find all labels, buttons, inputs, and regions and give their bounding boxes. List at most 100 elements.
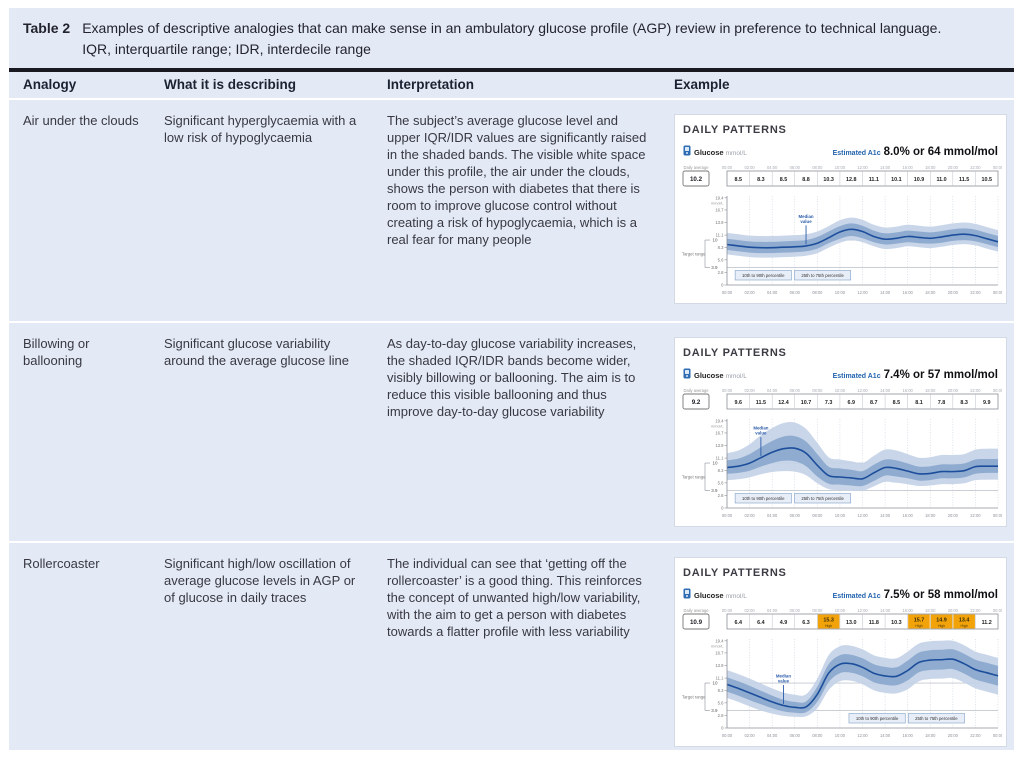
- describing-cell: Significant high/low oscillation of aver…: [164, 556, 356, 605]
- chart-text: 11.1: [716, 233, 725, 238]
- chart-text: Median: [753, 426, 768, 431]
- interpretation-cell: The individual can see that ‘getting off…: [387, 556, 642, 639]
- chart-text: 20:00: [948, 608, 959, 613]
- chart-text: Median: [798, 214, 813, 219]
- chart-text: 00:00: [722, 733, 733, 738]
- agp-block-value: 12.8: [846, 177, 857, 183]
- estimated-a1c-label: Estimated A1c: [832, 593, 881, 600]
- column-header-analogy: Analogy: [23, 77, 77, 92]
- chart-text: 00:00: [993, 388, 1002, 393]
- agp-legend-box: [794, 493, 852, 504]
- chart-text: 11.1: [716, 456, 725, 461]
- agp-block-value: 8.7: [870, 400, 878, 406]
- chart-text: 10:00: [835, 290, 846, 295]
- chart-text: 12:00: [857, 165, 868, 170]
- estimated-a1c-label: Estimated A1c: [832, 150, 881, 157]
- agp-high-flag: High: [915, 624, 922, 628]
- glucose-meter-icon: [683, 143, 691, 160]
- agp-daily-average-value: 10.9: [690, 619, 703, 626]
- describing-cell: Significant glucose variability around t…: [164, 336, 350, 368]
- chart-text: 00:00: [722, 388, 733, 393]
- agp-legend-label: 10th to 90th percentile: [742, 273, 785, 278]
- chart-text: Median: [776, 674, 791, 679]
- agp-legend: 10th to 90th percentile 25th to 75th perc…: [734, 270, 852, 281]
- chart-text: value: [778, 679, 790, 684]
- agp-legend-label: 25th to 75th percentile: [801, 273, 844, 278]
- chart-text: 10:00: [835, 608, 846, 613]
- agp-legend-label: 10th to 90th percentile: [742, 496, 785, 501]
- chart-text: 5.6: [718, 480, 724, 485]
- chart-text: 0: [721, 506, 724, 511]
- agp-high-flag: High: [938, 624, 945, 628]
- agp-example-chart: DAILY PATTERNS Glucose mmol/L Estimated A1c…: [674, 557, 1007, 747]
- agp-median-line: [726, 658, 999, 709]
- table-caption: Table 2 Examples of descriptive analogie…: [9, 8, 1014, 68]
- agp-y-axis-unit: mmol/L: [711, 424, 723, 428]
- chart-text: 22:00: [970, 608, 981, 613]
- chart-text: 02:00: [744, 290, 755, 295]
- table-header-row: Analogy What it is describing Interpreta…: [9, 72, 1014, 100]
- chart-text: 14:00: [880, 733, 891, 738]
- estimated-a1c-value: 7.4% or 57 mmol/mol: [883, 369, 998, 381]
- estimated-a1c-value: 7.5% or 58 mmol/mol: [883, 589, 998, 601]
- agp-block-value: 7.3: [825, 400, 833, 406]
- chart-text: 19.4: [715, 195, 724, 200]
- agp-block-value: 10.3: [891, 620, 902, 626]
- chart-text: 06:00: [790, 513, 801, 518]
- chart-text: 12:00: [857, 388, 868, 393]
- chart-text: 16.7: [715, 207, 724, 212]
- agp-daily-average-label: Daily average: [683, 608, 709, 613]
- table-figure: Table 2 Examples of descriptive analogie…: [9, 8, 1014, 750]
- agp-block-value: 13.4: [959, 617, 970, 623]
- chart-text: 20:00: [948, 733, 959, 738]
- agp-legend: 10th to 90th percentile 25th to 75th perc…: [848, 713, 965, 724]
- agp-example-chart: DAILY PATTERNS Glucose mmol/L Estimated A1c…: [674, 337, 1007, 527]
- column-header-describing: What it is describing: [164, 77, 297, 92]
- chart-text: 2.8: [718, 493, 724, 498]
- chart-text: 2.8: [718, 713, 724, 718]
- agp-daily-average-value: 10.2: [690, 176, 703, 183]
- agp-high-flag: High: [961, 624, 968, 628]
- agp-example-chart: DAILY PATTERNS Glucose mmol/L Estimated A1c…: [674, 114, 1007, 304]
- agp-block-value: 11.5: [959, 177, 969, 183]
- agp-daily-average-value: 9.2: [692, 399, 701, 406]
- chart-subheader: Glucose mmol/L Estimated A1c 8.0% or 64 mmo…: [683, 142, 998, 162]
- chart-subheader: Glucose mmol/L Estimated A1c 7.4% or 57 mmo…: [683, 365, 998, 385]
- chart-text: 00:00: [993, 290, 1002, 295]
- chart-text: 16:00: [903, 513, 914, 518]
- chart-text: 04:00: [767, 513, 778, 518]
- chart-text: 13.9: [715, 663, 724, 668]
- chart-title: DAILY PATTERNS: [683, 347, 787, 359]
- chart-text: 04:00: [767, 165, 778, 170]
- chart-text: 13.9: [715, 443, 724, 448]
- agp-block-value: 11.5: [756, 400, 766, 406]
- agp-median-line: [726, 447, 999, 480]
- chart-text: 04:00: [767, 290, 778, 295]
- agp-daily-average-label: Daily average: [683, 165, 709, 170]
- agp-block-value: 9.6: [735, 400, 743, 406]
- column-header-interpretation: Interpretation: [387, 77, 475, 92]
- agp-value-strip: 10.2 8.5 8.3 8.5 8.8 10.3 12.8 11.1 10.1 10.9 11.0…: [682, 170, 999, 187]
- chart-text: 12:00: [857, 290, 868, 295]
- agp-top-time-labels: Daily average 00:00 02:00 04:00 06:00 08:00 10…: [683, 388, 1002, 393]
- chart-text: 04:00: [767, 608, 778, 613]
- chart-text: 16:00: [903, 290, 914, 295]
- table-caption-text: Examples of descriptive analogies that c…: [82, 20, 942, 57]
- table-row: Billowing or ballooning Significant gluc…: [9, 321, 1014, 541]
- agp-target-range-label: Target range: [682, 694, 706, 699]
- agp-target-range-bracket: 10 3.9 Target range: [682, 238, 718, 270]
- chart-text: 14:00: [880, 388, 891, 393]
- chart-text: 04:00: [767, 733, 778, 738]
- chart-text: 22:00: [970, 290, 981, 295]
- interpretation-cell: As day-to-day glucose variability increa…: [387, 336, 637, 419]
- agp-legend: 10th to 90th percentile 25th to 75th perc…: [734, 493, 852, 504]
- chart-text: 22:00: [970, 165, 981, 170]
- agp-y-axis-unit: mmol/L: [711, 644, 723, 648]
- agp-block-value: 6.4: [735, 620, 743, 626]
- agp-legend-box: [907, 713, 965, 724]
- agp-value-strip: 9.2 9.6 11.5 12.4 10.7 7.3 6.9 8.7 8.5 8.1 7.8 8.3 9…: [682, 393, 999, 410]
- chart-text: 22:00: [970, 388, 981, 393]
